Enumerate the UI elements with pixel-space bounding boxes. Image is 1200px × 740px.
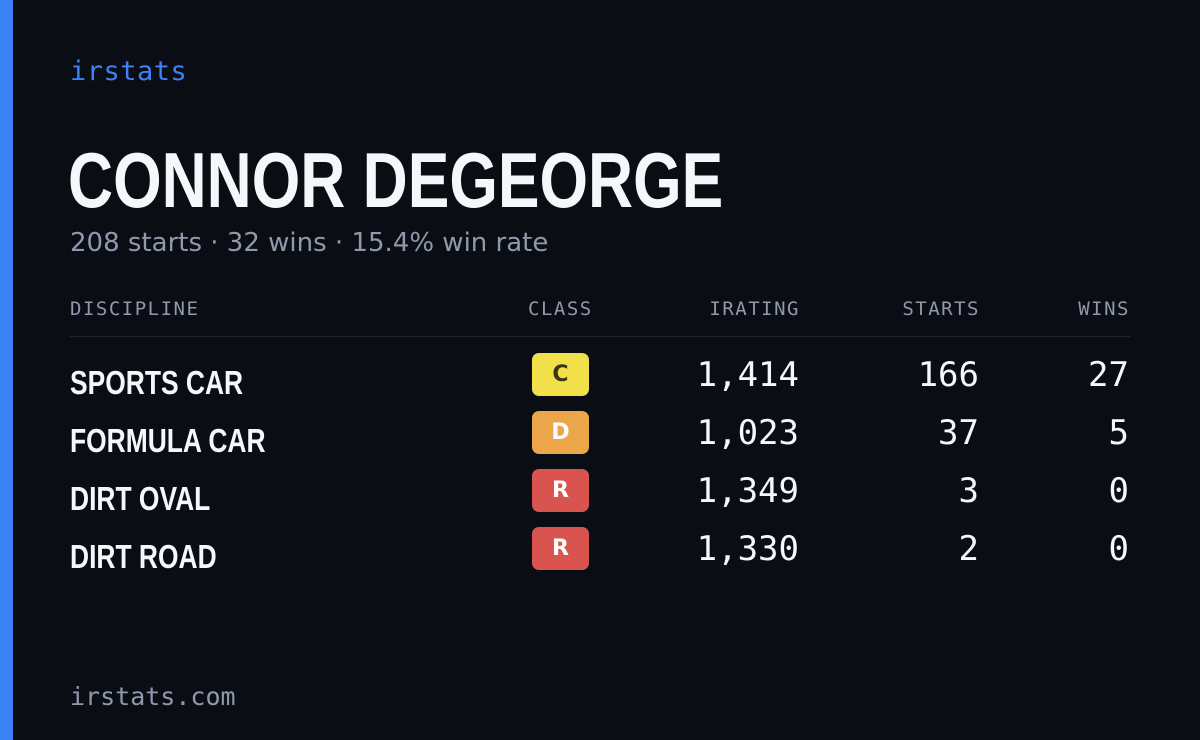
irating-value: 1,023 bbox=[696, 413, 799, 453]
wins-value: 0 bbox=[1108, 529, 1129, 569]
class-badge: C bbox=[532, 353, 589, 396]
discipline-name: FORMULA CAR bbox=[70, 422, 266, 459]
driver-summary: 208 starts · 32 wins · 15.4% win rate bbox=[70, 228, 549, 258]
class-badge: R bbox=[532, 469, 589, 512]
header-discipline: DISCIPLINE bbox=[70, 298, 200, 320]
irating-value: 1,414 bbox=[696, 355, 799, 395]
table-row: DIRT OVAL R 1,349 3 0 bbox=[70, 469, 1130, 527]
driver-name: CONNOR DEGEORGE bbox=[68, 136, 724, 224]
table-header: DISCIPLINE CLASS IRATING STARTS WINS bbox=[70, 296, 1130, 337]
wins-value: 27 bbox=[1088, 355, 1129, 395]
starts-value: 166 bbox=[917, 355, 979, 395]
starts-value: 2 bbox=[958, 529, 979, 569]
discipline-name: SPORTS CAR bbox=[70, 364, 244, 401]
brand-logo[interactable]: irstats bbox=[70, 56, 188, 87]
class-badge: R bbox=[532, 527, 589, 570]
header-wins: WINS bbox=[1078, 298, 1130, 320]
license-table: DISCIPLINE CLASS IRATING STARTS WINS SPO… bbox=[70, 296, 1130, 585]
wins-value: 5 bbox=[1108, 413, 1129, 453]
table-row: FORMULA CAR D 1,023 37 5 bbox=[70, 411, 1130, 469]
wins-value: 0 bbox=[1108, 471, 1129, 511]
starts-value: 3 bbox=[958, 471, 979, 511]
discipline-name: DIRT ROAD bbox=[70, 538, 217, 575]
irating-value: 1,330 bbox=[696, 529, 799, 569]
accent-bar bbox=[0, 0, 13, 740]
irating-value: 1,349 bbox=[696, 471, 799, 511]
header-irating: IRATING bbox=[709, 298, 800, 320]
footer-domain-link[interactable]: irstats.com bbox=[70, 682, 236, 711]
table-row: SPORTS CAR C 1,414 166 27 bbox=[70, 353, 1130, 411]
table-body: SPORTS CAR C 1,414 166 27 FORMULA CAR D … bbox=[70, 337, 1130, 585]
header-class: CLASS bbox=[528, 298, 593, 320]
discipline-name: DIRT OVAL bbox=[70, 480, 211, 517]
header-starts: STARTS bbox=[902, 298, 980, 320]
starts-value: 37 bbox=[938, 413, 979, 453]
class-badge: D bbox=[532, 411, 589, 454]
table-row: DIRT ROAD R 1,330 2 0 bbox=[70, 527, 1130, 585]
